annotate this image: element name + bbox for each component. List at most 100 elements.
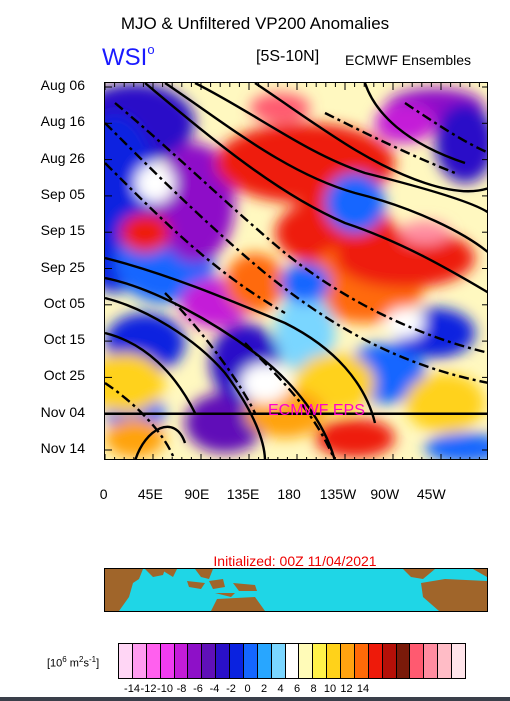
positive-contour (105, 331, 197, 414)
y-tick-label: Aug 16 (40, 113, 85, 130)
unit-sup: -1 (88, 655, 97, 664)
unit-text: ] (96, 657, 100, 670)
colorbar-swatch (188, 644, 203, 678)
anomaly-blob (435, 103, 487, 183)
colorbar-swatch (243, 644, 258, 678)
central-america-land (403, 569, 435, 579)
y-tick-label: Nov 14 (40, 440, 85, 456)
colorbar-swatch (160, 644, 175, 678)
anomaly-blob (335, 228, 475, 288)
colorbar-swatch (382, 644, 397, 678)
negative-contour (164, 292, 257, 414)
colorbar-tick-label: 0 (244, 683, 251, 695)
colorbar-swatch (299, 644, 314, 678)
axis-ticks (105, 83, 487, 459)
positive-contour (105, 276, 336, 459)
x-tick-label: 135E (226, 486, 260, 502)
chart-title: MJO & Unfiltered VP200 Anomalies (120, 14, 390, 33)
positive-contour (105, 296, 267, 459)
positive-contour (144, 83, 487, 294)
y-tick-label: Oct 05 (43, 294, 85, 311)
plot-svg (105, 83, 487, 459)
colorbar-swatch (202, 644, 217, 678)
y-tick-label: Oct 25 (43, 367, 85, 384)
australia-land (211, 597, 265, 611)
colorbar-swatch (354, 644, 369, 678)
map-svg (105, 569, 487, 611)
unit-sup: 6 (62, 655, 67, 664)
colorbar-tick-label: -12 (140, 683, 157, 695)
positive-contour (164, 83, 487, 253)
colorbar-swatch (119, 644, 133, 678)
colorbar-tick-label: -10 (157, 683, 173, 695)
brand-superscript: o (147, 42, 155, 57)
colorbar-swatch (341, 644, 355, 678)
colorbar-swatch (327, 644, 341, 678)
negative-contour (404, 102, 487, 154)
anomaly-blob (250, 93, 310, 123)
x-tick-label: 90W (370, 486, 400, 502)
colorbar-swatch (174, 644, 189, 678)
new-guinea-land (233, 583, 257, 591)
colorbar-tick-label: 8 (310, 683, 317, 695)
y-tick-label: Oct 15 (43, 331, 85, 348)
india-land (160, 569, 177, 577)
initialized-label: Initialized: 00Z 11/04/2021 (213, 553, 377, 569)
wsi-logo: WSIo (102, 42, 155, 72)
colorbar-swatch (132, 644, 147, 678)
negative-contour (105, 162, 286, 315)
anomaly-blob (375, 103, 435, 143)
colorbar-swatch (313, 644, 328, 678)
colorbar-unit: [106 m2s-1] (47, 655, 99, 670)
negative-contour (324, 111, 456, 175)
negative-contour (105, 122, 487, 384)
positive-contour (194, 83, 487, 214)
anomaly-blob (325, 173, 385, 233)
anomaly-blob (400, 221, 450, 245)
colorbar-tick-label: -6 (193, 683, 203, 695)
colorbar-swatch (285, 644, 300, 678)
tropics-map (104, 568, 488, 612)
colorbar-swatch (368, 644, 383, 678)
anomaly-blob (155, 143, 235, 263)
colorbar-swatch (230, 644, 244, 678)
arabia-land (145, 569, 165, 577)
y-tick-label: Aug 26 (40, 149, 85, 166)
unit-text: [10 (47, 657, 63, 670)
anomaly-blob (385, 308, 425, 338)
anomaly-blob (405, 373, 485, 433)
positive-contour (105, 256, 377, 424)
colorbar-tick-label: 2 (260, 683, 268, 695)
x-tick-label: 45W (416, 486, 446, 502)
colorbar-swatch (424, 644, 439, 678)
y-tick-label: Sep 05 (40, 185, 85, 202)
africa-east-land (473, 569, 487, 577)
window-bottom-edge (0, 697, 510, 701)
colorbar-swatch (271, 644, 286, 678)
colorbar-swatch (452, 644, 465, 678)
colorbar-swatch (396, 644, 411, 678)
source-label: ECMWF Ensembles (345, 52, 472, 68)
region-label: [5S-10N] (256, 48, 320, 65)
x-tick-label: 180 (277, 486, 301, 502)
positive-contour (254, 83, 487, 193)
hovmoller-plot (104, 82, 488, 460)
colorbar-swatch (146, 644, 161, 678)
colorbar-swatch (257, 644, 272, 678)
colorbar-swatch (410, 644, 425, 678)
unit-text: m (66, 657, 79, 670)
colorbar-tick-label: 12 (340, 683, 353, 695)
x-tick-label: 135W (319, 486, 357, 502)
colorbar-tick-label: 4 (277, 683, 284, 695)
java-land (215, 593, 235, 597)
y-tick-label: Sep 25 (40, 258, 85, 275)
x-tick-label: 0 (99, 486, 108, 502)
colorbar (118, 643, 466, 679)
mjo-contours (105, 83, 487, 459)
unit-text: s (83, 657, 89, 670)
forecast-label: ECMWF EPS (268, 402, 365, 419)
anomaly-blob (105, 353, 165, 413)
brand-text: WSI (102, 44, 148, 71)
y-tick-label: Nov 04 (40, 403, 85, 420)
anomaly-blob (105, 418, 165, 458)
